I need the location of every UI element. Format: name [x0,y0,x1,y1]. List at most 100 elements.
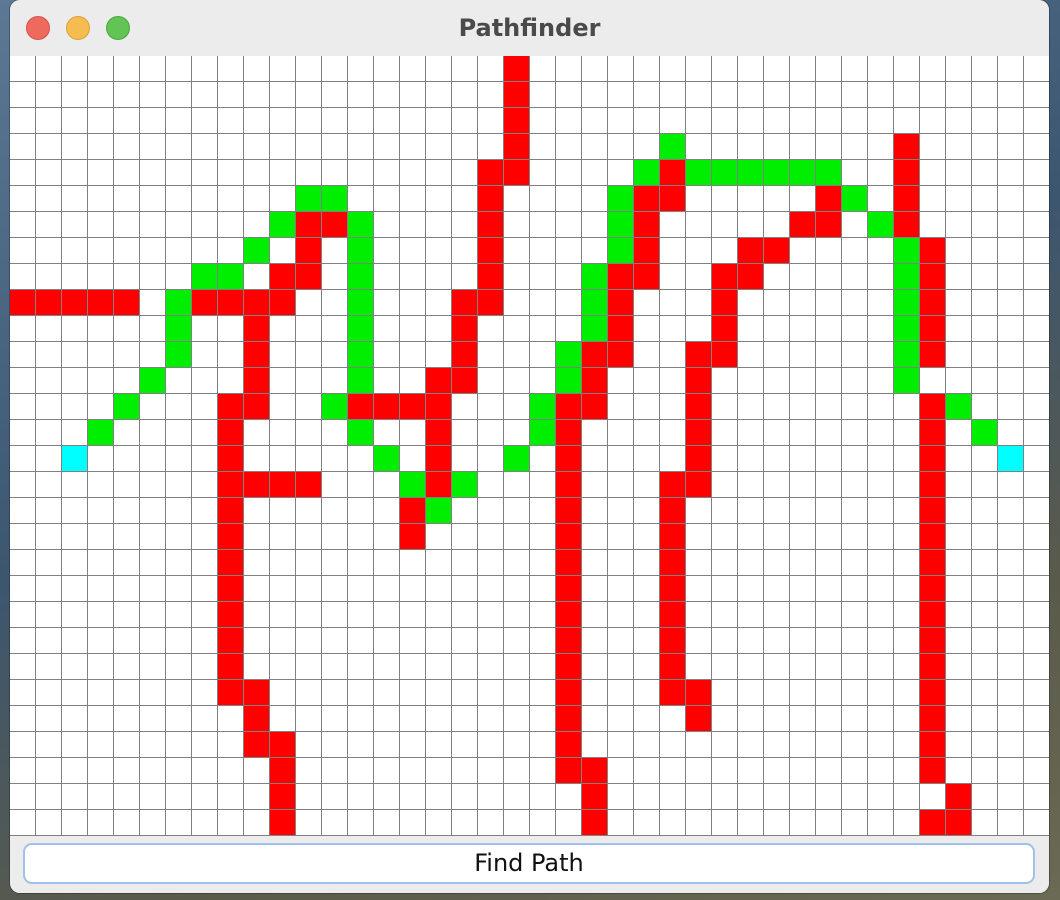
empty-cell[interactable] [504,602,530,628]
empty-cell[interactable] [790,628,816,654]
empty-cell[interactable] [530,368,556,394]
wall-cell[interactable] [556,394,582,420]
wall-cell[interactable] [270,784,296,810]
empty-cell[interactable] [400,654,426,680]
empty-cell[interactable] [790,316,816,342]
empty-cell[interactable] [842,212,868,238]
empty-cell[interactable] [868,238,894,264]
empty-cell[interactable] [946,706,972,732]
empty-cell[interactable] [738,316,764,342]
wall-cell[interactable] [426,472,452,498]
empty-cell[interactable] [608,368,634,394]
empty-cell[interactable] [634,368,660,394]
empty-cell[interactable] [738,134,764,160]
empty-cell[interactable] [322,238,348,264]
empty-cell[interactable] [556,316,582,342]
empty-cell[interactable] [478,472,504,498]
wall-cell[interactable] [218,602,244,628]
empty-cell[interactable] [764,316,790,342]
empty-cell[interactable] [634,82,660,108]
wall-cell[interactable] [920,576,946,602]
empty-cell[interactable] [530,810,556,836]
wall-cell[interactable] [556,680,582,706]
empty-cell[interactable] [764,82,790,108]
empty-cell[interactable] [296,550,322,576]
empty-cell[interactable] [348,758,374,784]
empty-cell[interactable] [452,810,478,836]
empty-cell[interactable] [790,56,816,82]
empty-cell[interactable] [296,524,322,550]
empty-cell[interactable] [504,342,530,368]
empty-cell[interactable] [686,108,712,134]
empty-cell[interactable] [218,706,244,732]
wall-cell[interactable] [660,654,686,680]
empty-cell[interactable] [894,576,920,602]
empty-cell[interactable] [920,186,946,212]
empty-cell[interactable] [582,238,608,264]
empty-cell[interactable] [790,810,816,836]
empty-cell[interactable] [868,368,894,394]
empty-cell[interactable] [686,784,712,810]
wall-cell[interactable] [712,290,738,316]
empty-cell[interactable] [400,706,426,732]
wall-cell[interactable] [582,758,608,784]
empty-cell[interactable] [166,394,192,420]
empty-cell[interactable] [270,316,296,342]
empty-cell[interactable] [842,342,868,368]
path-cell[interactable] [608,212,634,238]
empty-cell[interactable] [894,524,920,550]
wall-cell[interactable] [374,394,400,420]
wall-cell[interactable] [686,394,712,420]
empty-cell[interactable] [634,732,660,758]
empty-cell[interactable] [1024,706,1049,732]
empty-cell[interactable] [738,524,764,550]
empty-cell[interactable] [972,264,998,290]
empty-cell[interactable] [88,264,114,290]
empty-cell[interactable] [816,56,842,82]
wall-cell[interactable] [556,420,582,446]
empty-cell[interactable] [556,290,582,316]
wall-cell[interactable] [400,394,426,420]
empty-cell[interactable] [504,628,530,654]
minimize-window-button[interactable] [66,16,90,40]
empty-cell[interactable] [400,264,426,290]
empty-cell[interactable] [946,342,972,368]
empty-cell[interactable] [192,368,218,394]
empty-cell[interactable] [218,56,244,82]
empty-cell[interactable] [36,420,62,446]
empty-cell[interactable] [10,186,36,212]
empty-cell[interactable] [322,446,348,472]
empty-cell[interactable] [946,368,972,394]
empty-cell[interactable] [998,524,1024,550]
empty-cell[interactable] [478,706,504,732]
empty-cell[interactable] [972,784,998,810]
empty-cell[interactable] [400,446,426,472]
empty-cell[interactable] [114,342,140,368]
empty-cell[interactable] [374,628,400,654]
empty-cell[interactable] [972,810,998,836]
empty-cell[interactable] [478,446,504,472]
empty-cell[interactable] [62,810,88,836]
empty-cell[interactable] [296,758,322,784]
empty-cell[interactable] [400,342,426,368]
empty-cell[interactable] [426,264,452,290]
path-cell[interactable] [452,472,478,498]
empty-cell[interactable] [764,394,790,420]
path-cell[interactable] [894,264,920,290]
empty-cell[interactable] [1024,758,1049,784]
empty-cell[interactable] [738,810,764,836]
empty-cell[interactable] [868,420,894,446]
empty-cell[interactable] [868,550,894,576]
wall-cell[interactable] [296,212,322,238]
wall-cell[interactable] [62,290,88,316]
empty-cell[interactable] [218,108,244,134]
empty-cell[interactable] [972,732,998,758]
path-cell[interactable] [790,160,816,186]
empty-cell[interactable] [582,472,608,498]
empty-cell[interactable] [166,134,192,160]
wall-cell[interactable] [894,212,920,238]
empty-cell[interactable] [88,238,114,264]
empty-cell[interactable] [842,602,868,628]
empty-cell[interactable] [842,420,868,446]
empty-cell[interactable] [894,810,920,836]
